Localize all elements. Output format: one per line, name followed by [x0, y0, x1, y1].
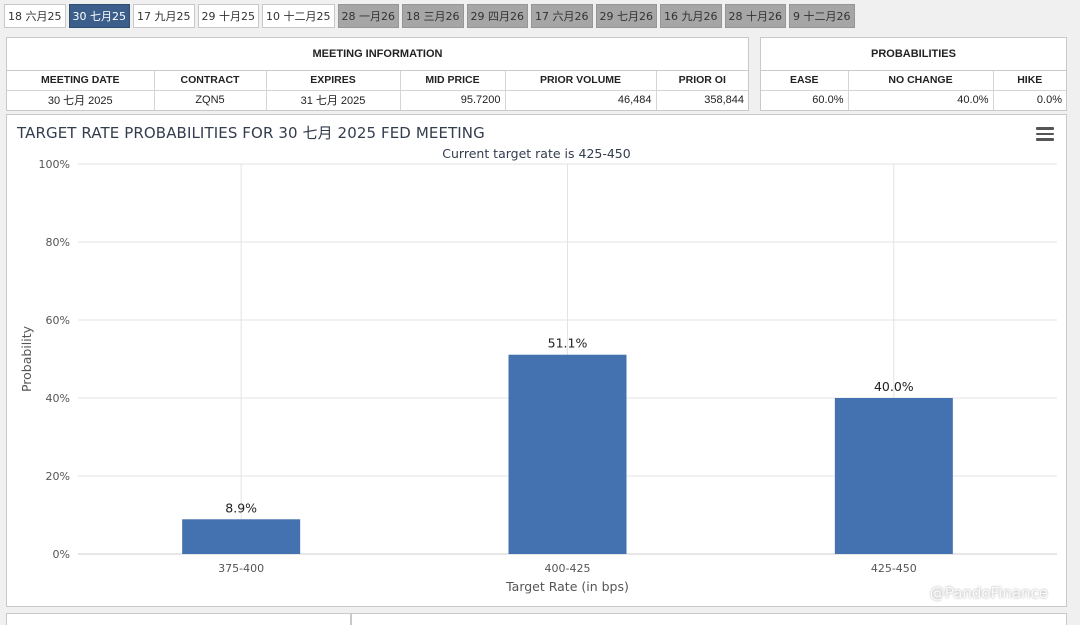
data-label: 8.9%	[225, 500, 257, 515]
tab-meeting-11[interactable]: 28 十月26	[724, 4, 786, 28]
hamburger-menu-icon[interactable]	[1036, 127, 1054, 141]
y-tick-label: 80%	[46, 236, 70, 249]
prior-volume-value: 46,484	[505, 90, 657, 110]
chart-title: TARGET RATE PROBABILITIES FOR 30 七月 2025…	[17, 124, 485, 142]
x-axis-title: Target Rate (in bps)	[505, 579, 629, 594]
header-no-change: NO CHANGE	[848, 70, 994, 91]
y-axis-title: Probability	[19, 325, 34, 392]
probabilities-panel: PROBABILITIES EASE NO CHANGE HIKE 60.0% …	[760, 37, 1067, 111]
meeting-information-panel: MEETING INFORMATION MEETING DATE CONTRAC…	[6, 37, 749, 111]
bottom-panels	[6, 613, 1067, 625]
meeting-information-title: MEETING INFORMATION	[7, 38, 748, 71]
prior-oi-value: 358,844	[704, 94, 744, 107]
y-tick-label: 100%	[39, 158, 70, 171]
meeting-date-value: 30 七月 2025	[7, 90, 155, 110]
expires-value: 31 七月 2025	[266, 90, 401, 110]
header-meeting-date: MEETING DATE	[7, 70, 155, 91]
data-label: 40.0%	[874, 379, 914, 394]
x-tick-label: 425-450	[871, 562, 917, 575]
header-prior-oi: PRIOR OI	[656, 70, 748, 91]
mid-price-value: 95.7200	[400, 90, 506, 110]
tab-meeting-6[interactable]: 18 三月26	[402, 4, 464, 28]
tab-meeting-7[interactable]: 29 四月26	[466, 4, 528, 28]
data-label: 51.1%	[548, 336, 588, 351]
y-tick-label: 60%	[46, 314, 70, 327]
y-tick-label: 40%	[46, 392, 70, 405]
tab-meeting-4[interactable]: 10 十二月25	[262, 4, 335, 28]
probability-bar-chart: 0% 20% 40% 60% 80% 100% 8.9% 375-400 51.1% 400-42…	[19, 158, 1057, 594]
probabilities-title: PROBABILITIES	[761, 38, 1066, 71]
tab-meeting-10[interactable]: 16 九月26	[660, 4, 722, 28]
x-tick-label: 400-425	[545, 562, 591, 575]
bar-400-425	[508, 354, 627, 554]
header-ease: EASE	[761, 70, 849, 91]
bar-375-400	[182, 519, 301, 554]
hike-value: 0.0%	[1036, 94, 1062, 107]
header-hike: HIKE	[993, 70, 1066, 91]
tab-meeting-8[interactable]: 17 六月26	[531, 4, 593, 28]
tab-meeting-1[interactable]: 30 七月25	[68, 4, 130, 28]
header-prior-volume: PRIOR VOLUME	[505, 70, 657, 91]
watermark: @PandoFinance	[929, 584, 1048, 602]
meeting-information-table: MEETING INFORMATION MEETING DATE CONTRAC…	[7, 38, 748, 110]
chart-panel: 0% 20% 40% 60% 80% 100% 8.9% 375-400 51.1% 400-42…	[6, 114, 1067, 607]
ease-value: 60.0%	[761, 90, 849, 110]
chart-subtitle: Current target rate is 425-450	[442, 146, 631, 161]
no-change-value: 40.0%	[848, 90, 994, 110]
probabilities-table: PROBABILITIES EASE NO CHANGE HIKE 60.0% …	[761, 38, 1066, 110]
tab-meeting-9[interactable]: 29 七月26	[595, 4, 657, 28]
y-tick-label: 20%	[46, 470, 70, 483]
bar-425-450	[834, 398, 953, 554]
header-contract: CONTRACT	[154, 70, 267, 91]
tab-meeting-2[interactable]: 17 九月25	[133, 4, 195, 28]
x-tick-label: 375-400	[218, 562, 264, 575]
contract-value: ZQN5	[154, 90, 267, 110]
y-tick-label: 0%	[53, 548, 70, 561]
header-expires: EXPIRES	[266, 70, 401, 91]
tab-meeting-3[interactable]: 29 十月25	[197, 4, 259, 28]
meeting-tabs: 18 六月25 30 七月25 17 九月25 29 十月25 10 十二月25 28 一…	[0, 4, 858, 32]
tab-meeting-0[interactable]: 18 六月25	[4, 4, 66, 28]
header-mid-price: MID PRICE	[400, 70, 506, 91]
tab-meeting-12[interactable]: 9 十二月26	[789, 4, 855, 28]
tab-meeting-5[interactable]: 28 一月26	[337, 4, 399, 28]
